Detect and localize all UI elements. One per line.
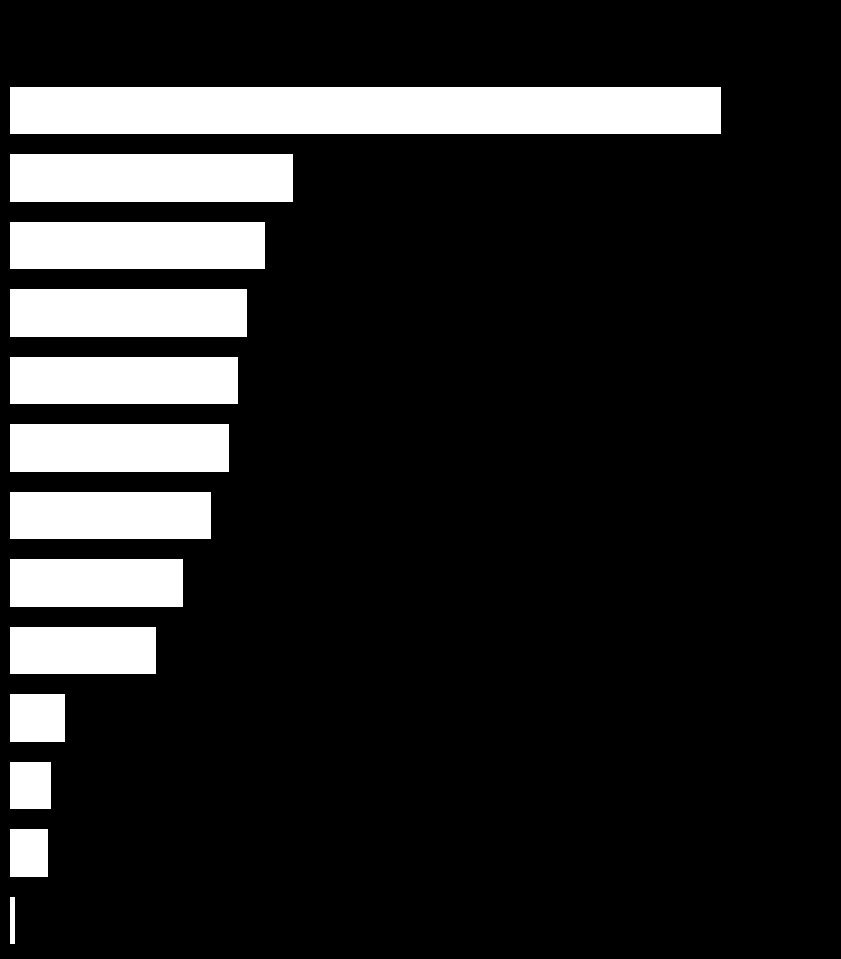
Bar (10, 830, 49, 877)
Bar (10, 627, 156, 674)
Bar (10, 222, 266, 269)
Bar (10, 761, 51, 809)
Text: Työllisten poistuma toimialoittain vuosina 2007-2015: Työllisten poistuma toimialoittain vuosi… (181, 26, 660, 43)
Bar (10, 897, 14, 944)
Bar (10, 424, 229, 472)
Bar (10, 559, 183, 607)
Bar (10, 290, 247, 337)
Bar (10, 694, 65, 741)
Bar (10, 492, 211, 539)
Bar (10, 87, 722, 134)
Bar (10, 154, 293, 201)
Bar (10, 357, 238, 404)
